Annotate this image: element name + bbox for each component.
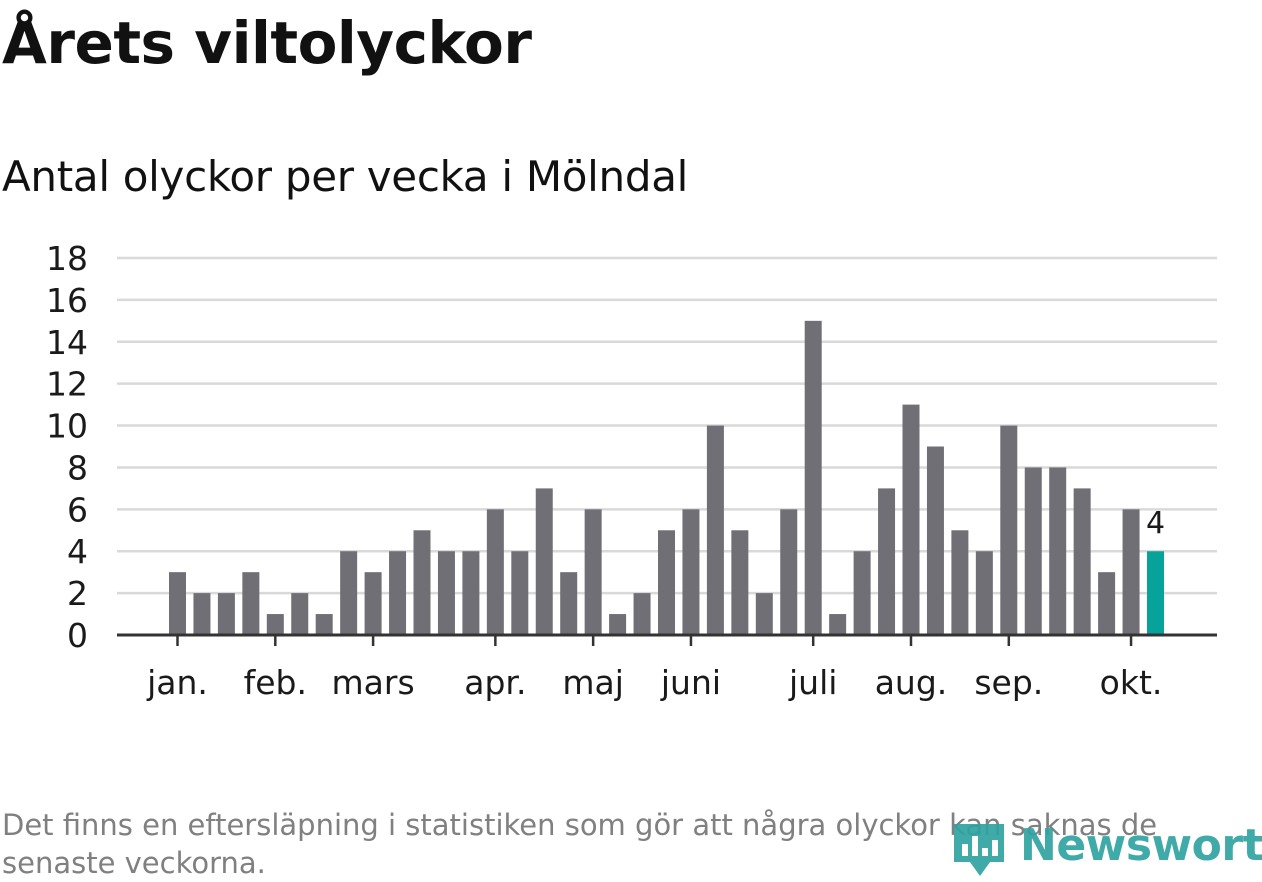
newsworthy-logo-text: Newsworthy	[1020, 820, 1262, 871]
x-tick-label: okt.	[1100, 663, 1163, 702]
bar	[755, 593, 773, 635]
x-tick-label: jan.	[146, 663, 208, 702]
bar	[902, 404, 920, 635]
page-title: Årets viltolyckor	[2, 9, 532, 77]
bar	[486, 509, 504, 635]
bar	[437, 551, 455, 635]
bar	[266, 614, 284, 635]
bar	[584, 509, 602, 635]
x-tick-label: aug.	[875, 663, 948, 702]
bar	[878, 488, 896, 635]
y-tick-label: 14	[46, 323, 88, 362]
bar	[217, 593, 235, 635]
bar	[535, 488, 553, 635]
y-tick-label: 10	[46, 407, 88, 446]
x-axis: jan. feb. mars apr. maj juni juli aug. sep. okt.	[117, 633, 1217, 702]
data-labels: 4	[1146, 506, 1165, 541]
bar	[658, 530, 675, 635]
y-tick-label: 16	[46, 281, 88, 320]
bar	[609, 614, 627, 635]
bar	[560, 572, 578, 635]
x-tick-label: apr.	[464, 663, 526, 702]
bar	[1122, 509, 1140, 635]
bar	[804, 320, 822, 635]
data-label: 4	[1146, 506, 1165, 541]
x-tick-label: sep.	[974, 663, 1043, 702]
bar	[389, 551, 407, 635]
x-tick-label: feb.	[244, 663, 307, 702]
bar	[511, 551, 529, 635]
bar	[315, 614, 333, 635]
bar	[462, 551, 480, 635]
bar	[169, 572, 186, 635]
bar	[706, 425, 724, 635]
bars	[169, 320, 1164, 635]
bar	[1073, 488, 1091, 635]
newsworthy-logo-icon	[954, 824, 1004, 876]
bar	[1098, 572, 1116, 635]
y-tick-label: 18	[46, 239, 88, 278]
bar	[413, 530, 431, 635]
bar	[951, 530, 969, 635]
newsworthy-logo: Newsworthy	[950, 818, 1262, 879]
chart-subtitle: Antal olyckor per vecka i Mölndal	[2, 152, 689, 201]
bar	[829, 614, 847, 635]
bar	[242, 572, 260, 635]
bar	[682, 509, 700, 635]
bar	[193, 593, 211, 635]
y-tick-label: 8	[67, 448, 88, 487]
bar	[291, 593, 309, 635]
bar	[780, 509, 798, 635]
y-tick-label: 6	[67, 490, 88, 529]
bar	[926, 446, 944, 635]
x-tick-label: juli	[788, 663, 837, 702]
x-tick-label: maj	[562, 663, 624, 702]
bar	[340, 551, 358, 635]
x-tick-label: juni	[660, 663, 721, 702]
y-tick-label: 0	[67, 616, 88, 655]
bar	[731, 530, 749, 635]
y-tick-label: 2	[67, 574, 88, 613]
bar	[1049, 467, 1067, 635]
bar	[364, 572, 382, 635]
bar	[1024, 467, 1042, 635]
bar	[853, 551, 871, 635]
bar-highlight	[1147, 551, 1164, 635]
bar	[975, 551, 993, 635]
bar	[633, 593, 651, 635]
x-tick-label: mars	[332, 663, 415, 702]
y-tick-label: 12	[46, 365, 88, 404]
y-tick-label: 4	[67, 532, 88, 571]
bar	[1000, 425, 1018, 635]
